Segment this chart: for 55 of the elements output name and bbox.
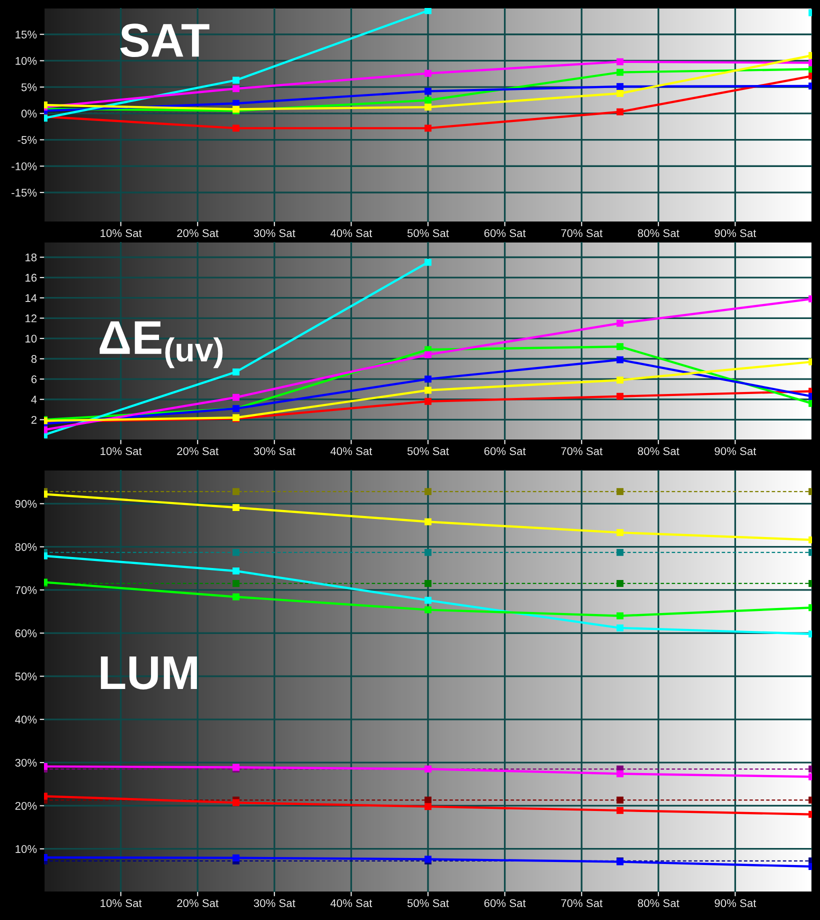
y-tick-label: 4 [31,396,37,404]
y-tick-label: -5% [18,136,37,144]
x-tick-label: 90% Sat [714,899,756,908]
y-tick-label: 14 [26,294,37,302]
x-tick-label: 70% Sat [561,899,603,908]
y-tick-label: 10% [16,56,37,65]
y-tick-label: -15% [12,188,37,197]
x-tick-label: 60% Sat [484,229,526,238]
x-tick-label: 30% Sat [254,899,296,908]
y-tick-label: 70% [15,586,37,594]
y-tick-label: 40% [15,716,37,724]
x-tick-label: 30% Sat [254,229,296,238]
x-tick-label: 10% Sat [100,447,142,456]
y-tick-label: 12 [26,314,36,322]
x-tick-label: 80% Sat [638,899,680,908]
y-tick-label: 5% [21,83,37,92]
chart-title: SAT [120,24,210,58]
text: ΔE$_{(uv)}$ [100,321,223,368]
y-tick-label: 0% [21,110,37,118]
y-tick-label: 18 [26,254,37,262]
y-tick-label: 90% [15,500,37,508]
x-tick-label: 90% Sat [714,229,756,238]
y-tick-label: 16 [26,274,37,282]
x-tick-label: 20% Sat [177,899,219,908]
x-tick-label: 60% Sat [484,447,526,456]
x-tick-label: 90% Sat [714,447,756,456]
y-tick-label: 8 [31,355,37,363]
y-tick-label: 15% [16,30,37,38]
text: LUM [100,656,197,690]
x-tick-label: 20% Sat [177,229,219,238]
x-tick-label: 80% Sat [638,229,680,238]
y-tick-label: 80% [15,543,37,551]
y-tick-label: 10 [26,334,37,343]
y-tick-label: 30% [15,758,37,767]
x-tick-label: 10% Sat [100,229,142,238]
y-tick-label: 20% [15,802,37,810]
y-tick-label: -10% [12,162,37,170]
x-tick-label: 10% Sat [100,899,142,908]
y-tick-label: 50% [15,672,37,680]
y-tick-label: 6 [31,375,37,384]
x-tick-label: 20% Sat [177,447,219,456]
x-tick-label: 70% Sat [561,229,603,238]
x-tick-label: 40% Sat [330,229,372,238]
y-tick-label: 60% [15,629,37,638]
x-tick-label: 50% Sat [407,899,449,908]
x-tick-label: 50% Sat [407,447,449,456]
y-tick-label: 10% [16,845,37,853]
x-tick-label: 40% Sat [330,447,372,456]
x-tick-label: 30% Sat [254,447,296,456]
x-tick-label: 40% Sat [330,899,372,908]
x-tick-label: 70% Sat [561,447,603,456]
x-tick-label: 80% Sat [638,447,680,456]
x-tick-label: 60% Sat [484,899,526,908]
y-tick-label: 2 [31,416,36,424]
x-tick-label: 50% Sat [407,229,449,238]
